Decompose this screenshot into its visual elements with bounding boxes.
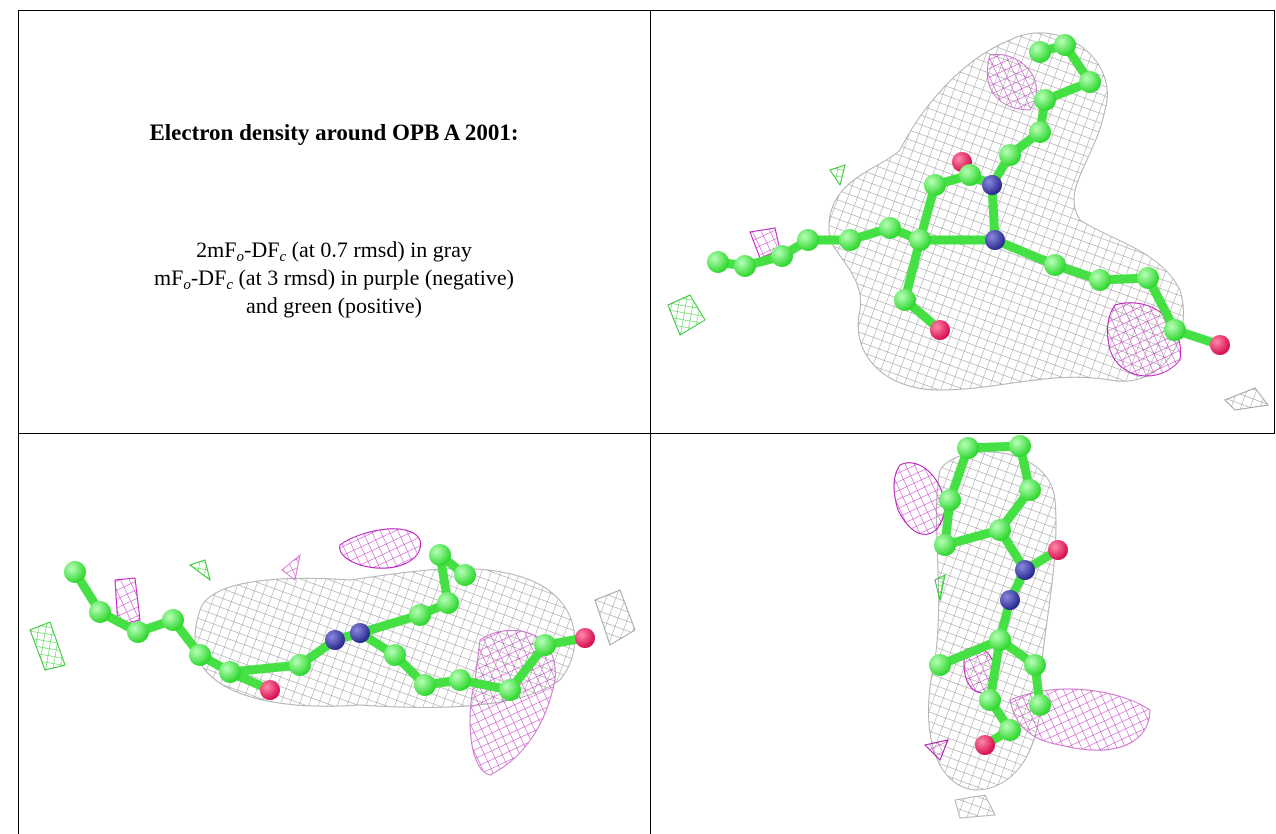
atom <box>957 437 979 459</box>
atom <box>289 654 311 676</box>
density-mesh <box>668 295 705 335</box>
atom <box>707 251 729 273</box>
atom <box>1034 89 1056 111</box>
atom <box>89 601 111 623</box>
caption-text: and green (positive) <box>246 293 422 318</box>
atom <box>1048 540 1068 560</box>
caption-text: 2mF <box>196 237 236 262</box>
atom <box>797 229 819 251</box>
atom <box>1015 560 1035 580</box>
atom <box>162 609 184 631</box>
atom <box>127 621 149 643</box>
atom <box>1044 254 1066 276</box>
atom <box>999 719 1021 741</box>
atom <box>1029 694 1051 716</box>
atom <box>414 674 436 696</box>
caption-text: o <box>237 249 245 265</box>
atom <box>1054 34 1076 56</box>
density-mesh <box>190 560 210 580</box>
atom <box>1029 41 1051 63</box>
atom <box>771 245 793 267</box>
caption-text: (at 0.7 rmsd) in gray <box>286 237 472 262</box>
atom <box>1079 71 1101 93</box>
atom <box>939 489 961 511</box>
density-mesh <box>595 590 635 645</box>
atom <box>924 174 946 196</box>
atom <box>989 519 1011 541</box>
density-mesh <box>830 165 845 185</box>
atom <box>1029 121 1051 143</box>
atom <box>734 255 756 277</box>
atom <box>449 669 471 691</box>
page: Electron density around OPB A 2001: 2mFo… <box>0 0 1276 834</box>
caption-text: mF <box>154 265 183 290</box>
atom <box>64 561 86 583</box>
atom <box>1024 654 1046 676</box>
atom <box>959 164 981 186</box>
atom <box>325 630 345 650</box>
caption-text: -DF <box>191 265 226 290</box>
atom <box>985 230 1005 250</box>
atom <box>934 534 956 556</box>
atom <box>260 680 280 700</box>
atom <box>454 564 476 586</box>
atom <box>1000 590 1020 610</box>
caption-line: 2mFo-DFc (at 0.7 rmsd) in gray <box>18 236 650 264</box>
density-mesh <box>894 463 945 535</box>
atom <box>350 623 370 643</box>
atom <box>384 644 406 666</box>
atom <box>1210 335 1230 355</box>
density-mesh <box>340 529 421 568</box>
atom <box>999 144 1021 166</box>
atom <box>1137 267 1159 289</box>
density-mesh <box>1225 388 1268 410</box>
atom <box>1019 479 1041 501</box>
atom <box>929 654 951 676</box>
density-mesh <box>955 795 995 818</box>
caption-text: -DF <box>244 237 279 262</box>
atom <box>409 604 431 626</box>
atom <box>930 320 950 340</box>
density-mesh <box>30 622 65 670</box>
caption-line: and green (positive) <box>18 292 650 320</box>
caption-title: Electron density around OPB A 2001: <box>18 120 650 146</box>
atom <box>499 679 521 701</box>
caption-line: mFo-DFc (at 3 rmsd) in purple (negative) <box>18 264 650 292</box>
atom <box>575 628 595 648</box>
atom <box>909 229 931 251</box>
atom <box>429 544 451 566</box>
atom <box>1164 319 1186 341</box>
atom <box>975 735 995 755</box>
caption-text: c <box>226 277 233 293</box>
atom <box>534 634 556 656</box>
atom <box>894 289 916 311</box>
caption-text: (at 3 rmsd) in purple (negative) <box>233 265 514 290</box>
caption-cell: Electron density around OPB A 2001: 2mFo… <box>18 10 650 433</box>
atom <box>989 629 1011 651</box>
atom <box>437 592 459 614</box>
caption-text: o <box>183 277 191 293</box>
atom <box>879 217 901 239</box>
atom <box>1009 435 1031 457</box>
density-mesh <box>282 555 300 580</box>
atom <box>979 689 1001 711</box>
atom <box>982 175 1002 195</box>
atom <box>1089 269 1111 291</box>
atom <box>839 229 861 251</box>
atom <box>189 644 211 666</box>
atom <box>219 661 241 683</box>
